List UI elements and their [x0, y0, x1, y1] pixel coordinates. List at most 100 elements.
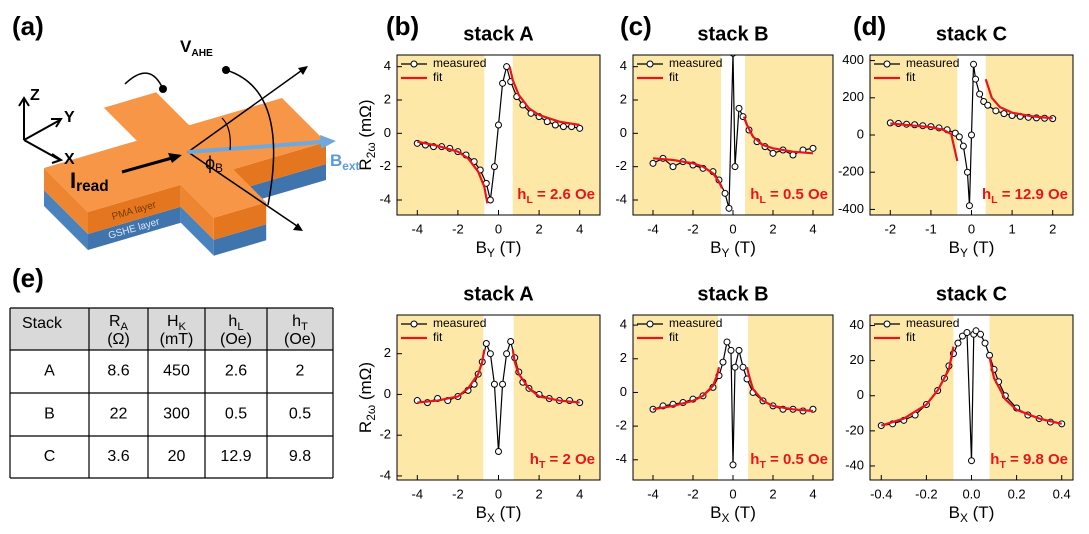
data-point: [486, 196, 494, 204]
voltage-label: VAHE: [180, 37, 213, 58]
plot-frame: [632, 314, 834, 481]
y-tick-label: -4: [379, 467, 391, 482]
subscript: T: [301, 321, 308, 333]
data-point: [809, 144, 817, 152]
x-tick-label: 4: [576, 221, 583, 236]
text-part: R: [356, 421, 375, 433]
text-part: R: [356, 158, 375, 170]
legend-marker: [646, 60, 654, 68]
text-part: (mΩ): [356, 99, 375, 142]
shaded-region: [397, 55, 485, 215]
text-part: ϕ: [205, 153, 215, 173]
data-point: [576, 124, 584, 132]
data-point: [977, 330, 985, 338]
text-part: (T): [729, 503, 755, 522]
y-tick-label: -2: [379, 158, 391, 173]
x-tick-label: 2: [535, 486, 542, 501]
data-point: [507, 337, 515, 345]
legend-label: fit: [433, 330, 443, 344]
data-point: [559, 123, 567, 131]
legend-label: measured: [669, 56, 722, 70]
shaded-region: [870, 55, 958, 215]
x-axis-label: BX (T): [949, 503, 995, 525]
angle-arc: [221, 117, 231, 151]
data-point: [992, 107, 1000, 115]
table-header-unit: (Oe): [220, 331, 252, 348]
x-tick-label: -4: [412, 221, 424, 236]
voltage-lead: [225, 69, 275, 206]
diagram: [18, 66, 336, 256]
data-point: [968, 131, 975, 139]
y-tick-label: 4: [620, 317, 627, 332]
x-tick-label: -2: [885, 221, 897, 236]
subscript: A: [121, 321, 129, 333]
text-part: Stack: [22, 315, 63, 332]
data-point: [970, 60, 978, 68]
data-point: [954, 339, 962, 347]
text-part: (T): [495, 503, 521, 522]
x-tick-label: 0.2: [1008, 486, 1026, 501]
y-tick-label: -4: [615, 451, 627, 466]
plot-area: [649, 338, 817, 469]
subscript: T: [759, 459, 766, 471]
y-axis: [23, 119, 61, 141]
data-point: [649, 159, 657, 167]
plot-area: [886, 60, 1057, 210]
x-tick-label: 2: [769, 221, 776, 236]
text-part: = 2.6 Oe: [533, 186, 595, 203]
subscript: X: [487, 511, 495, 525]
x-tick-label: 0: [495, 221, 502, 236]
chart-title: stack C: [936, 23, 1007, 45]
cross-top: [44, 92, 326, 218]
y-tick-label: -20: [845, 422, 864, 437]
y-tick-label: -2: [615, 418, 627, 433]
gshe-side: [180, 206, 214, 256]
y-tick-label: 400: [842, 52, 864, 67]
shaded-region: [870, 315, 954, 480]
y-tick-label: -4: [379, 191, 391, 206]
data-point: [972, 327, 980, 335]
x-tick-label: 0: [729, 221, 736, 236]
legend-label: measured: [669, 316, 722, 330]
text-part: B: [476, 238, 487, 257]
text-part: (mΩ): [356, 362, 375, 405]
x-tick-label: -1: [925, 221, 937, 236]
chart-title: stack A: [463, 23, 533, 45]
text-part: = 12.9 Oe: [998, 186, 1068, 203]
panel-label: (d): [853, 11, 886, 41]
subscript: Y: [960, 246, 968, 260]
table-cell: A: [44, 363, 55, 380]
table-cell: 9.8: [289, 448, 311, 465]
subscript: AHE: [191, 48, 213, 59]
table-cell: 2.6: [225, 363, 247, 380]
subscript: Y: [721, 246, 729, 260]
text-part: h: [990, 451, 999, 468]
data-point: [482, 340, 490, 348]
pma-side: [180, 184, 214, 240]
legend-label: measured: [433, 56, 486, 70]
data-point: [669, 163, 677, 171]
data-point: [976, 90, 984, 98]
y-tick-label: 40: [850, 317, 864, 332]
plot-area: [649, 55, 817, 212]
data-point: [958, 332, 966, 340]
x-tick-label: 2: [769, 486, 776, 501]
legend-label: measured: [906, 56, 959, 70]
plot-area: [413, 337, 584, 455]
x-axis-label: BY (T): [476, 238, 522, 260]
text-part: B: [949, 238, 960, 257]
data-point: [495, 121, 502, 129]
y-tick-label: -40: [845, 457, 864, 472]
data-point: [486, 350, 494, 358]
annotation: hT = 2 Oe: [530, 451, 595, 471]
gshe-side: [44, 190, 88, 250]
y-tick-label: 2: [620, 91, 627, 106]
data-point: [968, 457, 975, 465]
table-header: Stack: [22, 315, 63, 332]
chart-title: stack A: [463, 283, 533, 305]
table-cell: 12.9: [220, 448, 251, 465]
x-tick-label: 0: [495, 486, 502, 501]
y-tick-label: 0: [857, 387, 864, 402]
table-cell: C: [44, 448, 56, 465]
text-part: h: [228, 313, 237, 330]
